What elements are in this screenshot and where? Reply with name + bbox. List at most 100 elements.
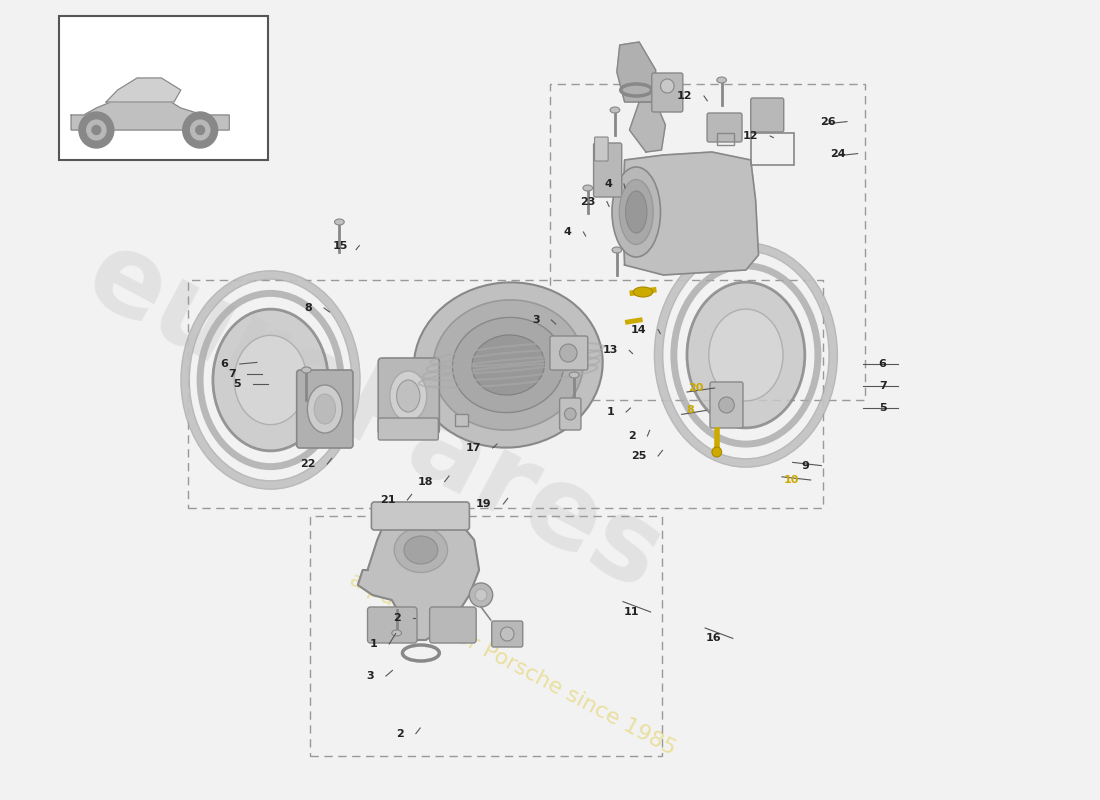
Circle shape bbox=[190, 120, 210, 140]
Circle shape bbox=[718, 397, 734, 413]
Text: 26: 26 bbox=[820, 117, 835, 126]
Text: 16: 16 bbox=[705, 634, 722, 643]
Text: 17: 17 bbox=[465, 443, 481, 453]
FancyBboxPatch shape bbox=[492, 621, 522, 647]
Text: 3: 3 bbox=[366, 671, 374, 681]
Text: 21: 21 bbox=[381, 495, 396, 505]
Ellipse shape bbox=[612, 247, 621, 253]
Text: 23: 23 bbox=[580, 197, 595, 206]
Circle shape bbox=[92, 126, 101, 134]
Ellipse shape bbox=[394, 527, 448, 573]
Circle shape bbox=[660, 79, 674, 93]
Ellipse shape bbox=[234, 335, 307, 425]
FancyBboxPatch shape bbox=[594, 137, 608, 161]
Ellipse shape bbox=[414, 282, 603, 448]
Ellipse shape bbox=[570, 372, 579, 378]
Text: 11: 11 bbox=[624, 607, 639, 617]
Text: 25: 25 bbox=[631, 451, 647, 461]
Text: 10: 10 bbox=[783, 475, 799, 485]
Polygon shape bbox=[629, 102, 666, 152]
Ellipse shape bbox=[397, 380, 420, 412]
Circle shape bbox=[87, 120, 106, 140]
Polygon shape bbox=[106, 78, 180, 102]
Text: 20: 20 bbox=[688, 383, 703, 393]
FancyBboxPatch shape bbox=[378, 418, 438, 440]
Ellipse shape bbox=[452, 318, 564, 413]
Circle shape bbox=[564, 408, 576, 420]
Text: 2: 2 bbox=[396, 729, 404, 738]
Polygon shape bbox=[617, 42, 656, 102]
Text: 3: 3 bbox=[532, 315, 540, 325]
FancyBboxPatch shape bbox=[372, 502, 470, 530]
Bar bbox=[750, 133, 794, 165]
Ellipse shape bbox=[619, 179, 653, 245]
FancyBboxPatch shape bbox=[707, 113, 743, 142]
FancyBboxPatch shape bbox=[560, 398, 581, 430]
Bar bbox=[717, 133, 734, 145]
Text: 1: 1 bbox=[370, 639, 377, 649]
Circle shape bbox=[196, 126, 205, 134]
Text: 8: 8 bbox=[305, 303, 312, 313]
FancyBboxPatch shape bbox=[710, 382, 742, 428]
Ellipse shape bbox=[307, 385, 342, 433]
Text: 6: 6 bbox=[220, 359, 228, 369]
Ellipse shape bbox=[612, 167, 660, 257]
FancyBboxPatch shape bbox=[652, 73, 683, 112]
Polygon shape bbox=[358, 513, 480, 640]
Circle shape bbox=[470, 583, 493, 607]
Text: 5: 5 bbox=[879, 403, 887, 413]
Ellipse shape bbox=[610, 107, 619, 113]
Text: 4: 4 bbox=[564, 227, 572, 237]
Ellipse shape bbox=[688, 282, 805, 428]
Text: 1: 1 bbox=[607, 407, 615, 417]
Polygon shape bbox=[623, 152, 759, 275]
Text: 14: 14 bbox=[630, 325, 647, 334]
Circle shape bbox=[79, 112, 113, 148]
Text: 7: 7 bbox=[228, 369, 235, 378]
Text: 2: 2 bbox=[393, 613, 402, 622]
Ellipse shape bbox=[301, 367, 311, 373]
Ellipse shape bbox=[404, 536, 438, 564]
Text: 19: 19 bbox=[476, 499, 492, 509]
FancyBboxPatch shape bbox=[430, 607, 476, 643]
FancyBboxPatch shape bbox=[594, 143, 621, 197]
FancyBboxPatch shape bbox=[367, 607, 417, 643]
Text: 22: 22 bbox=[300, 459, 316, 469]
Ellipse shape bbox=[626, 191, 647, 233]
Ellipse shape bbox=[213, 309, 328, 451]
FancyBboxPatch shape bbox=[550, 336, 587, 370]
Circle shape bbox=[560, 344, 578, 362]
FancyBboxPatch shape bbox=[750, 98, 783, 132]
Ellipse shape bbox=[334, 219, 344, 225]
Bar bbox=[550, 84, 866, 400]
Circle shape bbox=[475, 589, 487, 601]
Text: 12: 12 bbox=[742, 131, 759, 141]
Circle shape bbox=[500, 627, 514, 641]
Text: 4: 4 bbox=[604, 179, 613, 189]
Text: 15: 15 bbox=[332, 241, 348, 250]
Text: 7: 7 bbox=[879, 381, 887, 390]
Ellipse shape bbox=[472, 335, 544, 395]
FancyBboxPatch shape bbox=[297, 370, 353, 448]
Ellipse shape bbox=[717, 77, 726, 83]
Ellipse shape bbox=[583, 185, 593, 191]
Text: a passion for Porsche since 1985: a passion for Porsche since 1985 bbox=[346, 569, 680, 759]
Bar bbox=[59, 16, 267, 160]
Text: 13: 13 bbox=[603, 346, 617, 355]
Ellipse shape bbox=[389, 371, 427, 421]
Text: 8: 8 bbox=[686, 406, 694, 415]
Text: 9: 9 bbox=[802, 461, 810, 470]
Bar bbox=[310, 516, 662, 756]
FancyBboxPatch shape bbox=[378, 358, 439, 434]
Text: euroPares: euroPares bbox=[68, 220, 680, 612]
Ellipse shape bbox=[433, 300, 583, 430]
Ellipse shape bbox=[634, 287, 652, 297]
Text: 6: 6 bbox=[879, 359, 887, 369]
Text: 5: 5 bbox=[233, 379, 241, 389]
Polygon shape bbox=[72, 95, 229, 130]
Text: 18: 18 bbox=[418, 477, 433, 486]
Circle shape bbox=[183, 112, 218, 148]
Circle shape bbox=[712, 447, 722, 457]
Text: 2: 2 bbox=[628, 431, 636, 441]
Ellipse shape bbox=[392, 630, 402, 636]
